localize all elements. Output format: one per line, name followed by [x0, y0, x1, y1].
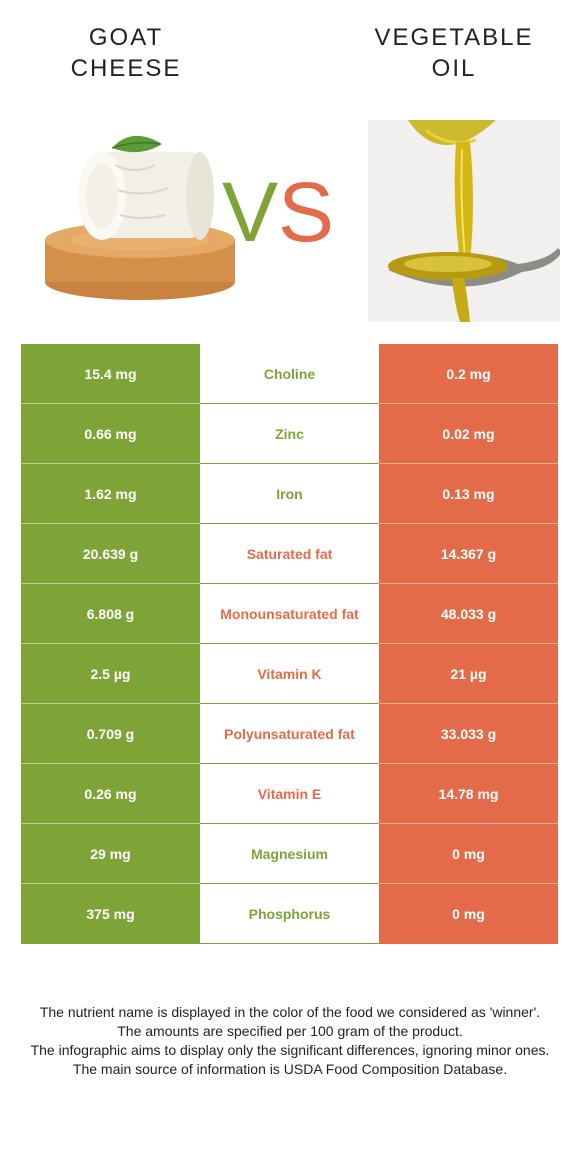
- table-row: 20.639 g Saturated fat 14.367 g: [21, 524, 558, 584]
- vegetable-oil-image: [368, 120, 560, 322]
- goat-cheese-value: 1.62 mg: [21, 464, 200, 524]
- right-food-title-line1: VEGETABLE: [374, 24, 534, 51]
- table-row: 29 mg Magnesium 0 mg: [21, 824, 558, 884]
- nutrient-name: Choline: [200, 344, 379, 404]
- vs-v: V: [222, 165, 279, 259]
- nutrient-name: Iron: [200, 464, 379, 524]
- nutrient-name: Magnesium: [200, 824, 379, 884]
- vs-label: VS: [222, 162, 334, 262]
- vegetable-oil-value: 14.78 mg: [379, 764, 558, 824]
- table-row: 2.5 µg Vitamin K 21 µg: [21, 644, 558, 704]
- left-food-title-line2: CHEESE: [70, 55, 182, 82]
- goat-cheese-value: 0.709 g: [21, 704, 200, 764]
- goat-cheese-value: 375 mg: [21, 884, 200, 944]
- left-food-title-line1: GOAT: [88, 24, 164, 51]
- table-row: 375 mg Phosphorus 0 mg: [21, 884, 558, 944]
- table-row: 0.709 g Polyunsaturated fat 33.033 g: [21, 704, 558, 764]
- table-row: 6.808 g Monounsaturated fat 48.033 g: [21, 584, 558, 644]
- table-row: 1.62 mg Iron 0.13 mg: [21, 464, 558, 524]
- vegetable-oil-value: 0 mg: [379, 824, 558, 884]
- table-row: 15.4 mg Choline 0.2 mg: [21, 344, 558, 404]
- left-food-title: GOAT CHEESE: [16, 22, 236, 84]
- right-food-title: VEGETABLE OIL: [344, 22, 564, 84]
- nutrient-name: Vitamin K: [200, 644, 379, 704]
- footnote-source: The main source of information is USDA F…: [72, 1061, 508, 1077]
- vegetable-oil-value: 48.033 g: [379, 584, 558, 644]
- table-row: 0.26 mg Vitamin E 14.78 mg: [21, 764, 558, 824]
- right-food-title-line2: OIL: [431, 55, 477, 82]
- nutrient-name: Monounsaturated fat: [200, 584, 379, 644]
- footnote-amounts: The amounts are specified per 100 gram o…: [117, 1023, 463, 1039]
- footnote-scope: The infographic aims to display only the…: [30, 1042, 550, 1058]
- comparison-table: 15.4 mg Choline 0.2 mg 0.66 mg Zinc 0.02 mg 1.…: [21, 344, 558, 944]
- goat-cheese-value: 29 mg: [21, 824, 200, 884]
- vs-s: S: [278, 165, 335, 259]
- table-row: 0.66 mg Zinc 0.02 mg: [21, 404, 558, 464]
- vegetable-oil-value: 0.2 mg: [379, 344, 558, 404]
- vegetable-oil-value: 0 mg: [379, 884, 558, 944]
- goat-cheese-image: [45, 135, 235, 300]
- goat-cheese-value: 20.639 g: [21, 524, 200, 584]
- nutrient-name: Saturated fat: [200, 524, 379, 584]
- vegetable-oil-value: 14.367 g: [379, 524, 558, 584]
- goat-cheese-value: 6.808 g: [21, 584, 200, 644]
- goat-cheese-value: 0.66 mg: [21, 404, 200, 464]
- footnote-winner: The nutrient name is displayed in the co…: [39, 1004, 541, 1020]
- vegetable-oil-value: 0.02 mg: [379, 404, 558, 464]
- vegetable-oil-value: 33.033 g: [379, 704, 558, 764]
- vegetable-oil-value: 21 µg: [379, 644, 558, 704]
- vegetable-oil-value: 0.13 mg: [379, 464, 558, 524]
- nutrient-name: Zinc: [200, 404, 379, 464]
- nutrient-name: Phosphorus: [200, 884, 379, 944]
- nutrient-name: Polyunsaturated fat: [200, 704, 379, 764]
- footnotes: The nutrient name is displayed in the co…: [18, 1003, 562, 1079]
- goat-cheese-value: 2.5 µg: [21, 644, 200, 704]
- nutrient-name: Vitamin E: [200, 764, 379, 824]
- goat-cheese-value: 15.4 mg: [21, 344, 200, 404]
- goat-cheese-value: 0.26 mg: [21, 764, 200, 824]
